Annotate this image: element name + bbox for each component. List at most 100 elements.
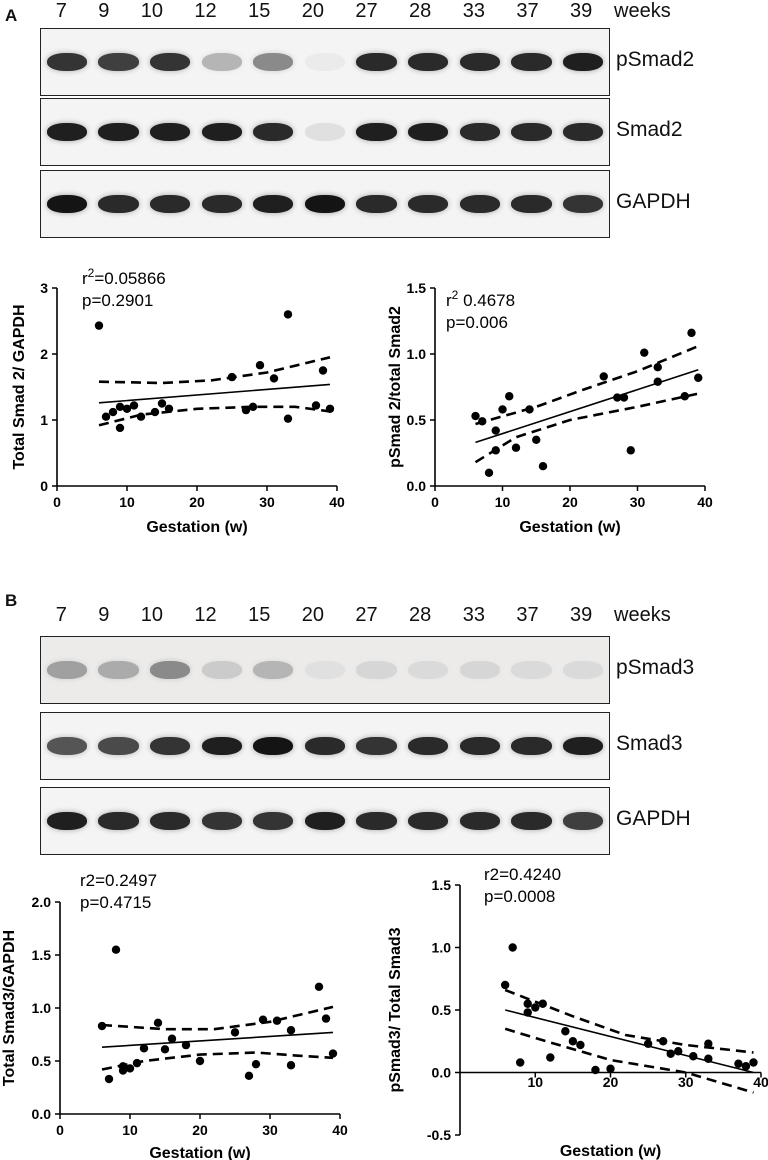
blot-band — [563, 52, 604, 72]
chart-psmad2-ratio: 0.0 0.5 1.0 1.5 0 10 20 30 40 Gestation (w) pSmad … — [387, 280, 713, 536]
y-tick-label: 0.0 — [32, 1106, 52, 1122]
data-point — [491, 446, 500, 455]
stats-annotation: p=0.2901 — [82, 291, 153, 310]
blot-label-psmad2: pSmad2 — [616, 48, 695, 71]
x-tick-label: 10 — [527, 1074, 543, 1090]
x-tick-label: 40 — [332, 1122, 348, 1138]
data-point — [694, 373, 703, 382]
lane-label: 9 — [98, 604, 110, 626]
lane-label: 37 — [516, 0, 539, 22]
data-point — [532, 435, 541, 444]
data-point — [321, 1014, 331, 1023]
blot-label-psmad3: pSmad3 — [616, 656, 695, 679]
blot-band — [408, 736, 449, 756]
data-point — [491, 426, 500, 435]
data-point — [101, 412, 111, 421]
ci-upper-line — [101, 1005, 334, 1031]
x-tick-label: 0 — [53, 494, 61, 510]
data-point — [97, 1021, 107, 1031]
blot-label-smad3: Smad3 — [616, 732, 683, 755]
blot-band — [356, 811, 397, 831]
ci-lower-line — [98, 405, 331, 427]
y-tick-label: 0.5 — [32, 1053, 52, 1069]
stats-annotation: r2=0.05866 — [82, 266, 166, 288]
data-point — [508, 943, 517, 952]
data-point — [561, 1027, 570, 1036]
data-point — [523, 999, 532, 1008]
x-axis-label: Gestation (w) — [560, 1143, 661, 1160]
data-point — [251, 1059, 261, 1069]
data-point — [115, 423, 125, 433]
lane-label: 27 — [355, 604, 378, 626]
lane-label: 20 — [301, 0, 324, 22]
data-point — [283, 414, 293, 423]
lane-label: 15 — [248, 0, 271, 22]
x-tick-label: 30 — [259, 494, 275, 510]
y-tick-label: -0.5 — [427, 1127, 451, 1143]
blot-band — [46, 811, 87, 831]
blot-band — [253, 660, 294, 680]
data-point — [500, 980, 510, 990]
data-point — [734, 1059, 743, 1068]
blot-gapdh — [40, 787, 610, 855]
data-point — [576, 1040, 585, 1050]
data-point — [125, 1064, 135, 1073]
x-tick-label: 0 — [56, 1122, 64, 1138]
x-tick-label: 10 — [122, 1122, 138, 1138]
data-point — [108, 407, 118, 417]
data-point — [478, 417, 487, 426]
lane-label: 33 — [462, 0, 485, 22]
data-point — [704, 1039, 713, 1048]
lane-label: 12 — [194, 0, 217, 22]
blot-band — [459, 194, 501, 214]
blot-band — [201, 122, 242, 142]
data-point — [269, 374, 279, 383]
x-tick-label: 40 — [697, 494, 713, 510]
data-point — [599, 372, 608, 381]
blot-band — [459, 736, 501, 756]
data-point — [164, 404, 174, 413]
data-point — [255, 361, 265, 370]
x-tick-label: 10 — [495, 494, 511, 510]
data-point — [531, 1003, 540, 1012]
data-point — [626, 446, 635, 455]
data-point — [741, 1062, 751, 1071]
blot-band — [511, 811, 552, 831]
blot-smad3 — [40, 712, 610, 780]
blot-band — [201, 736, 242, 756]
blot-label-smad2: Smad2 — [616, 118, 683, 141]
blot-band — [356, 52, 397, 72]
data-point — [157, 399, 167, 408]
y-tick-label: 0.5 — [432, 1002, 452, 1018]
blot-band — [511, 52, 552, 72]
x-tick-label: 40 — [329, 494, 345, 510]
data-point — [132, 1058, 142, 1068]
x-tick-label: 20 — [562, 494, 578, 510]
blot-band — [408, 194, 449, 214]
y-tick-label: 0.0 — [432, 1065, 452, 1081]
blot-band — [98, 736, 139, 756]
lane-label: 20 — [301, 604, 324, 626]
blot-band — [201, 52, 242, 72]
blot-band — [511, 194, 552, 214]
stats-annotation: p=0.0008 — [484, 887, 555, 906]
x-tick-label: 20 — [603, 1074, 619, 1090]
data-point — [538, 462, 548, 471]
lane-label: 9 — [98, 0, 110, 22]
blot-band — [46, 736, 87, 756]
data-point — [674, 1047, 683, 1056]
lane-label: 39 — [570, 0, 593, 22]
data-point — [687, 328, 696, 338]
lane-label: 15 — [248, 604, 271, 626]
blot-band — [98, 122, 139, 142]
blot-band — [563, 811, 604, 831]
x-axis-label: Gestation (w) — [149, 1145, 250, 1160]
lane-label: 7 — [55, 604, 67, 626]
data-point — [471, 411, 480, 421]
y-axis-label: Total Smad3/GAPDH — [1, 930, 18, 1086]
data-point — [653, 363, 662, 372]
data-point — [516, 1058, 525, 1067]
lane-label: 7 — [55, 0, 67, 22]
data-point — [230, 1028, 240, 1037]
